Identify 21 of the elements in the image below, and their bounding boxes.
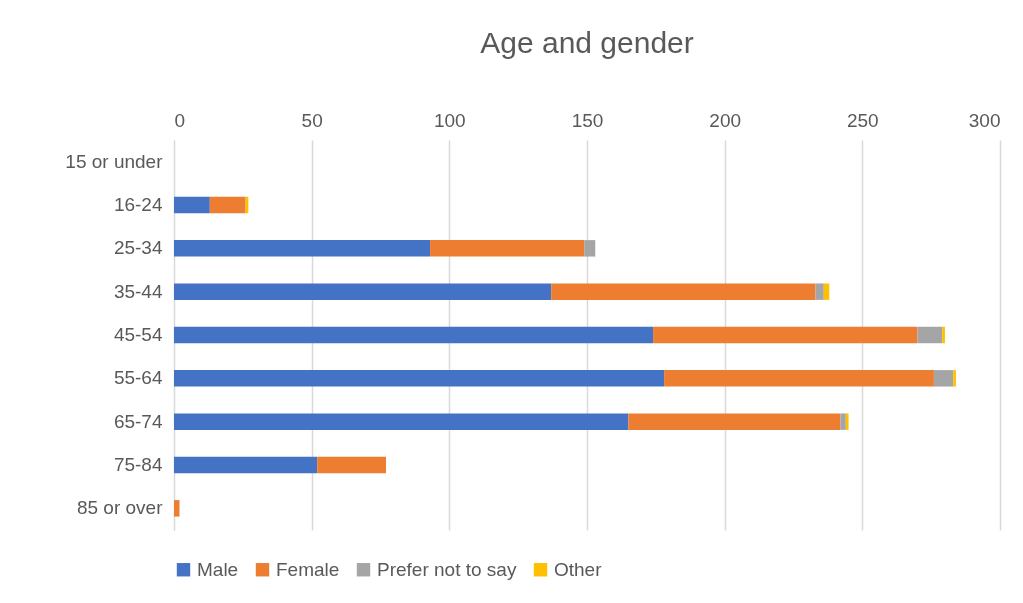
y-tick-label: 65-74 xyxy=(113,410,163,432)
x-tick-label: 100 xyxy=(433,109,466,131)
chart-title: Age and gender xyxy=(480,26,694,59)
x-tick-label: 200 xyxy=(709,109,742,131)
legend-label: Other xyxy=(554,558,603,580)
y-tick-label: 75-84 xyxy=(113,454,163,475)
y-tick-label: 85 or over xyxy=(76,497,164,519)
x-tick-label: 300 xyxy=(968,109,1001,131)
x-tick-label: 150 xyxy=(571,109,604,131)
y-tick-label: 55-64 xyxy=(113,367,163,389)
y-tick-label: 35-44 xyxy=(113,280,163,302)
y-tick-label: 15 or under xyxy=(65,150,164,172)
legend-label: Male xyxy=(197,558,239,580)
y-tick-label: 16-24 xyxy=(113,194,163,215)
legend-label: Prefer not to say xyxy=(377,558,517,580)
x-tick-label: 50 xyxy=(301,109,323,131)
legend-label: Female xyxy=(276,558,340,580)
y-tick-label: 45-54 xyxy=(113,324,163,345)
x-tick-label: 0 xyxy=(174,109,186,131)
x-tick-label: 250 xyxy=(846,109,879,131)
y-tick-label: 25-34 xyxy=(113,237,163,259)
